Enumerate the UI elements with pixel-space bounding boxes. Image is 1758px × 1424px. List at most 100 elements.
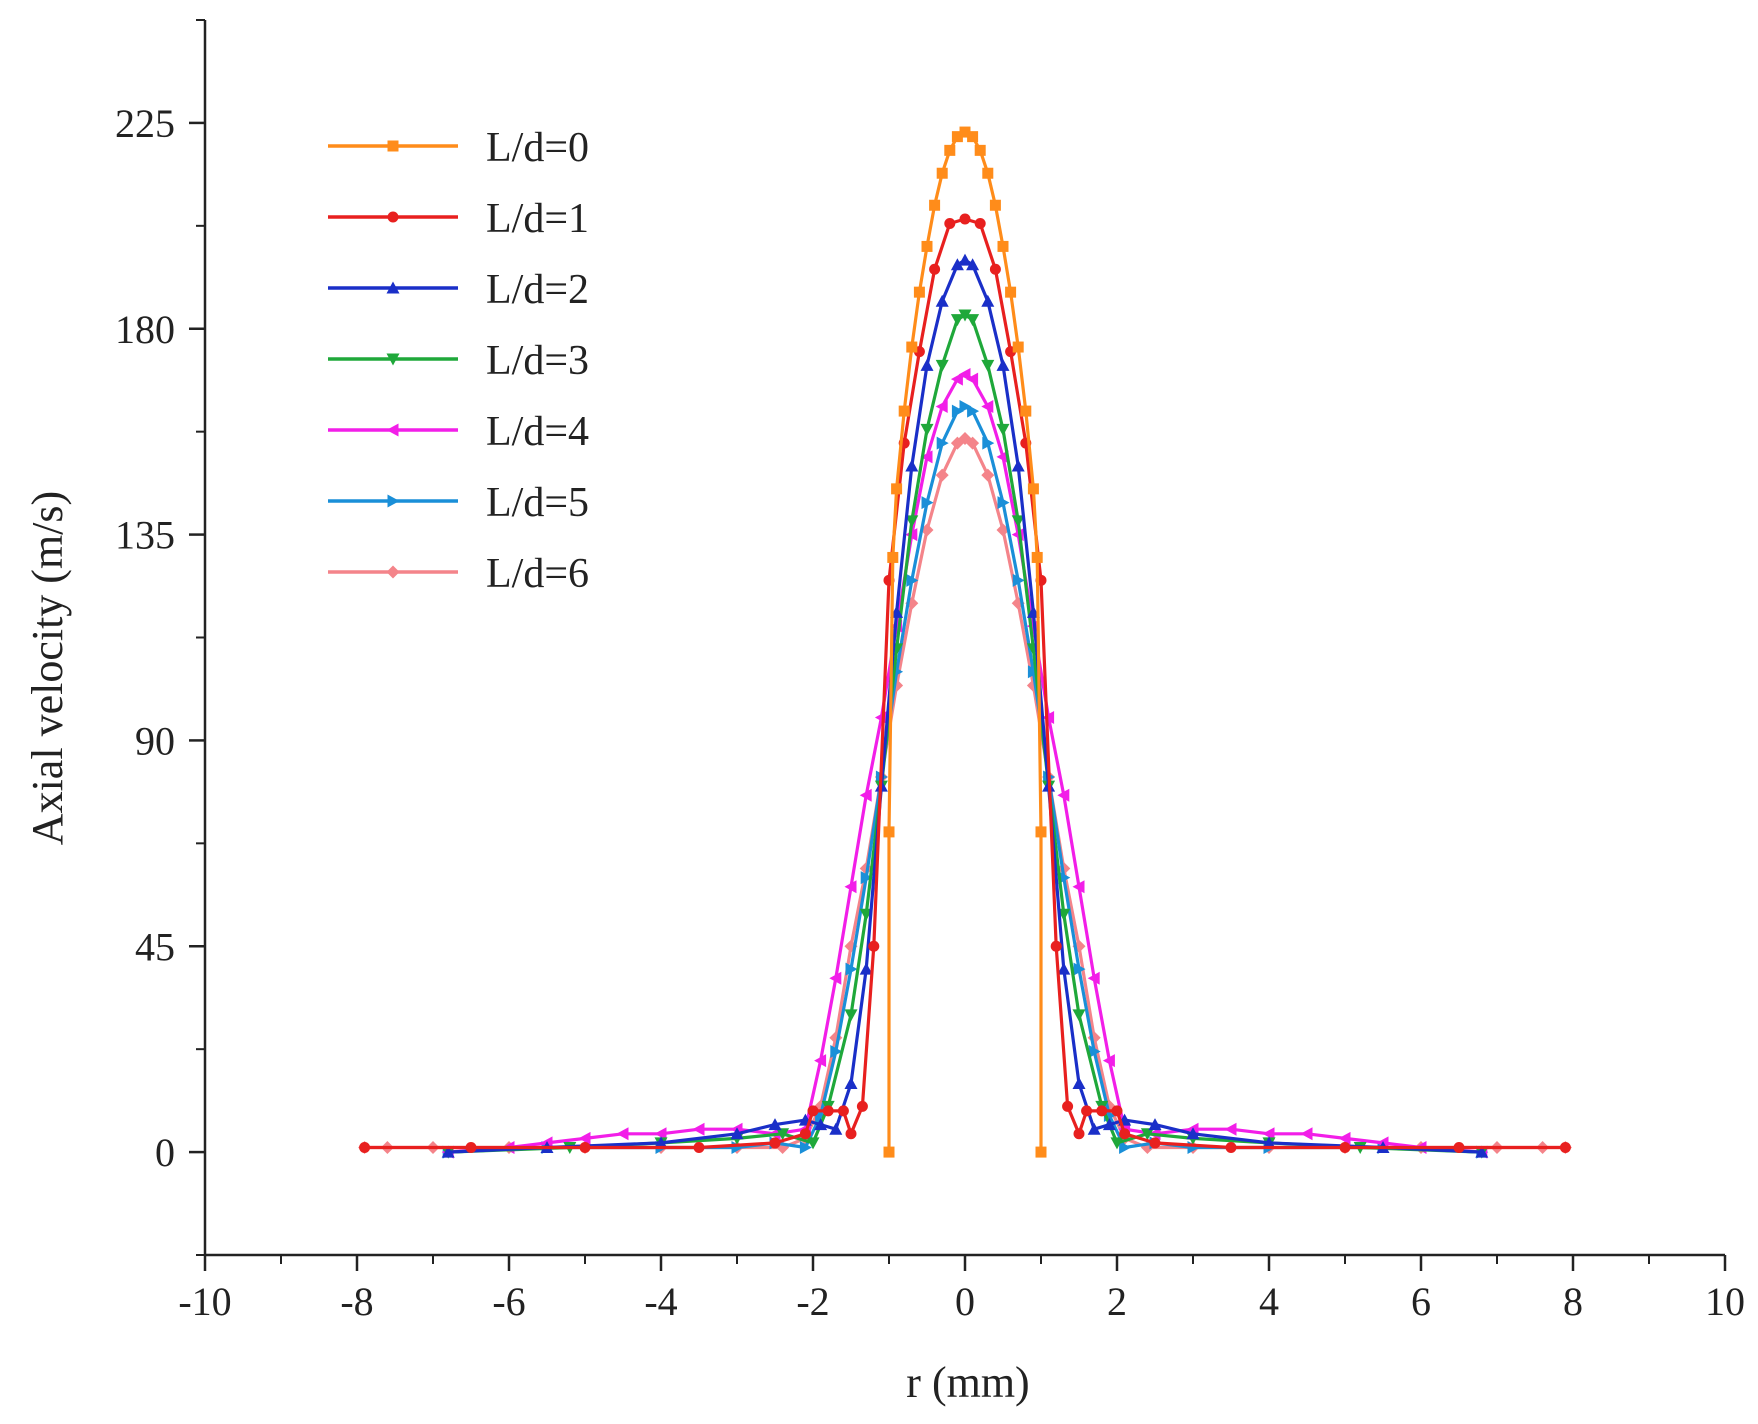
data-point	[967, 131, 979, 143]
legend-item: L/d=4	[328, 409, 589, 455]
data-point	[1027, 483, 1039, 495]
data-point	[920, 423, 934, 436]
x-tick-label: -8	[340, 1279, 373, 1324]
legend-item: L/d=6	[328, 551, 589, 597]
data-point	[1005, 286, 1017, 298]
legend-label: L/d=0	[486, 125, 589, 171]
data-point	[1062, 1100, 1074, 1112]
x-tick-label: -10	[178, 1279, 231, 1324]
y-axis-label: Axial velocity (m/s)	[23, 491, 72, 845]
data-point	[806, 1137, 820, 1150]
data-point	[578, 1131, 591, 1145]
data-point	[1119, 1128, 1131, 1140]
legend-marker	[386, 565, 400, 579]
data-point	[966, 436, 980, 450]
data-point	[859, 788, 872, 802]
data-point	[1073, 962, 1086, 976]
x-tick-label: 8	[1563, 1279, 1583, 1324]
data-point	[1020, 405, 1032, 417]
data-point	[1339, 1142, 1351, 1154]
y-tick-label: 135	[115, 513, 175, 558]
data-point	[982, 436, 995, 450]
x-tick-label: 4	[1259, 1279, 1279, 1324]
data-point	[1262, 1127, 1275, 1141]
data-point	[920, 358, 934, 371]
data-point	[1011, 515, 1025, 528]
legend-marker	[386, 353, 400, 366]
data-point	[844, 880, 857, 894]
data-point	[935, 359, 949, 372]
data-point	[1057, 788, 1070, 802]
data-point	[967, 404, 980, 418]
data-point	[913, 286, 925, 298]
data-point	[959, 400, 972, 414]
legend-label: L/d=5	[486, 480, 589, 526]
data-point	[1081, 1105, 1093, 1117]
data-point	[1119, 1141, 1132, 1155]
data-point	[776, 1128, 790, 1141]
legend-label: L/d=4	[486, 409, 589, 455]
series-line	[448, 404, 1482, 1154]
data-point	[1035, 1146, 1047, 1158]
data-point	[1027, 665, 1040, 679]
data-point	[837, 1105, 849, 1117]
data-point	[1088, 1044, 1101, 1058]
data-point	[981, 400, 994, 414]
x-ticks: -10 -8 -6 -4 -2 0 2 4 6 8 10	[178, 1255, 1745, 1324]
data-point	[769, 1137, 781, 1149]
data-point	[829, 971, 842, 985]
data-point	[1338, 1131, 1351, 1145]
x-axis-label: r (mm)	[906, 1358, 1029, 1407]
data-point	[1186, 1127, 1200, 1140]
data-point	[1300, 1127, 1313, 1141]
data-point	[1072, 880, 1085, 894]
legend-item: L/d=2	[328, 267, 589, 313]
series-line	[887, 130, 1043, 1153]
data-point	[616, 1127, 629, 1141]
data-point	[799, 1128, 811, 1140]
data-point	[887, 551, 899, 563]
data-point	[844, 1009, 858, 1022]
y-ticks: 0 45 90 135 180 225	[115, 19, 205, 1256]
data-point	[944, 144, 956, 156]
data-point	[1149, 1137, 1161, 1149]
y-tick-label: 225	[115, 101, 175, 146]
data-point	[898, 405, 910, 417]
data-point	[1559, 1142, 1571, 1154]
y-tick-label: 0	[155, 1130, 175, 1175]
data-point	[1072, 1009, 1086, 1022]
data-point	[1087, 971, 1100, 985]
data-point	[1012, 573, 1025, 587]
axes: -10 -8 -6 -4 -2 0 2 4 6 8 10 0 45 90 135 180 225 r (mm)…	[23, 19, 1745, 1407]
series-1	[359, 213, 1571, 1154]
data-point	[996, 358, 1010, 371]
data-point	[950, 314, 964, 327]
data-point	[958, 367, 971, 381]
data-point	[905, 459, 919, 472]
data-point	[906, 573, 919, 587]
legend-marker	[387, 211, 399, 223]
data-point	[730, 1127, 744, 1140]
y-tick-label: 45	[135, 924, 175, 969]
data-point	[1057, 962, 1071, 975]
legend-marker	[387, 140, 399, 152]
data-point	[1224, 1122, 1237, 1136]
data-point	[768, 1118, 782, 1131]
data-point	[974, 218, 986, 230]
data-point	[844, 1076, 858, 1089]
data-point	[845, 962, 858, 976]
data-point	[966, 314, 980, 327]
legend-label: L/d=1	[486, 196, 589, 242]
data-point	[859, 962, 873, 975]
x-tick-label: -4	[644, 1279, 677, 1324]
data-point	[966, 372, 979, 386]
series-line	[448, 258, 1482, 1154]
data-point	[958, 309, 972, 322]
data-point	[1012, 341, 1024, 353]
series-5	[442, 400, 1489, 1159]
legend-item: L/d=3	[328, 338, 589, 384]
legend-label: L/d=2	[486, 267, 589, 313]
data-point	[693, 1142, 705, 1154]
data-point	[654, 1136, 668, 1149]
